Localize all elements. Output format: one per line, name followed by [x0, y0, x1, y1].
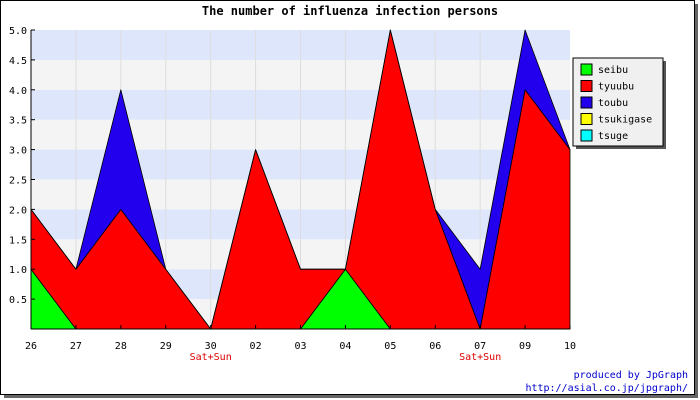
y-tick-labels: 0.5 1.0 1.5 2.0 2.5 3.0 3.5 4.0 4.5 5.0	[9, 26, 35, 306]
weekend-labels: Sat+Sun Sat+Sun	[190, 352, 502, 363]
legend-label-toubu: toubu	[598, 98, 628, 109]
x-tick-label: 02	[250, 341, 262, 352]
y-tick-label: 4.0	[9, 86, 27, 97]
legend-swatch-seibu	[580, 63, 593, 76]
chart-title: The number of influenza infection person…	[202, 4, 498, 18]
y-tick-label: 2.0	[9, 205, 27, 216]
footer-credit: produced by JpGraph	[574, 370, 688, 381]
legend-swatch-tsuge	[580, 129, 593, 142]
x-tick-label: 09	[519, 341, 531, 352]
y-tick-label: 2.5	[9, 176, 27, 187]
x-tick-label: 04	[339, 341, 351, 352]
legend-label-seibu: seibu	[598, 65, 628, 76]
weekend-label: Sat+Sun	[190, 352, 232, 363]
legend-swatch-toubu	[580, 96, 593, 109]
x-tick-label: 30	[205, 341, 217, 352]
x-tick-label: 07	[474, 341, 486, 352]
footer-url[interactable]: http://asial.co.jp/jpgraph/	[525, 383, 688, 394]
y-tick-label: 3.0	[9, 146, 27, 157]
x-tick-label: 26	[25, 341, 37, 352]
y-tick-label: 5.0	[9, 26, 27, 37]
weekend-label: Sat+Sun	[459, 352, 501, 363]
legend-label-tsuge: tsuge	[598, 131, 628, 142]
x-tick-label: 29	[160, 341, 172, 352]
y-tick-label: 1.5	[9, 235, 27, 246]
x-tick-label: 10	[564, 341, 576, 352]
x-tick-label: 27	[70, 341, 82, 352]
y-tick-label: 1.0	[9, 265, 27, 276]
x-tick-labels: 26 27 28 29 30 02 03 04 05 06 07 09 10	[25, 325, 576, 352]
legend-label-tsukigase: tsukigase	[598, 115, 652, 126]
y-tick-label: 4.5	[9, 56, 27, 67]
x-tick-label: 28	[115, 341, 127, 352]
legend-swatch-tyuubu	[580, 80, 593, 92]
legend-label-tyuubu: tyuubu	[598, 82, 634, 93]
x-tick-label: 05	[384, 341, 396, 352]
legend: seibu tyuubu toubu tsukigase tsuge	[572, 57, 666, 149]
x-tick-label: 06	[429, 341, 441, 352]
legend-swatch-tsukigase	[580, 113, 593, 125]
y-tick-label: 0.5	[9, 295, 27, 306]
y-tick-label: 3.5	[9, 116, 27, 127]
x-tick-label: 03	[294, 341, 306, 352]
